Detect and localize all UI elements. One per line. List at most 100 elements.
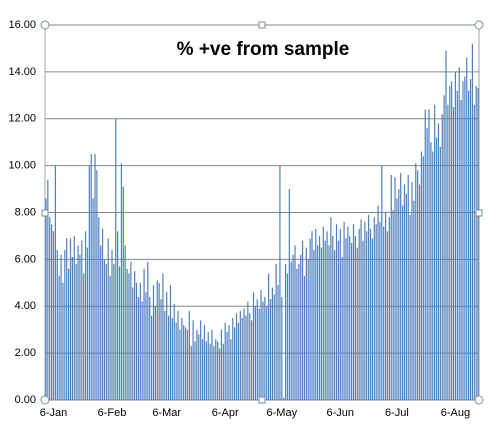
bar [175,322,177,400]
bar [160,299,162,400]
bar [301,240,304,400]
bar [388,217,390,400]
bar [67,268,70,400]
handle[interactable] [258,21,266,29]
bar [347,226,349,400]
handle[interactable] [474,395,484,405]
y-tick-label: 8.00 [15,206,36,218]
bar [135,282,138,400]
bar [166,292,168,400]
bar [264,296,266,400]
y-tick-label: 2.00 [15,347,36,359]
selection-handles [40,20,484,405]
bar [211,329,213,400]
bar [317,245,319,400]
bar [196,329,198,400]
bar [118,266,121,400]
bar [477,88,479,400]
bar [451,81,453,400]
bar [294,245,296,400]
bar [392,210,394,400]
bar [105,264,107,400]
bar [66,238,68,400]
bar [332,235,334,400]
bar [358,228,360,400]
bar [369,228,372,400]
bar [373,217,375,400]
bar [64,250,66,400]
bar [47,179,49,400]
bar [260,289,262,400]
bar [292,254,294,400]
bar [318,235,321,400]
bar [141,301,143,400]
bar [426,128,428,400]
bar [422,156,424,400]
bar [409,214,411,400]
bar [243,308,245,400]
bar [330,217,332,400]
bar [69,238,72,400]
bar [341,257,343,400]
bar [454,71,457,400]
bar [413,200,415,400]
handle[interactable] [40,395,50,405]
bar [152,285,155,400]
bar [251,320,253,400]
bar [94,153,96,400]
bar [143,268,145,400]
bar [371,238,373,400]
bar [475,85,477,400]
bar [79,254,81,400]
bar [239,310,241,400]
bar [201,339,204,400]
bar [464,76,466,400]
bar [349,235,351,400]
bar [245,315,247,400]
bar [345,238,347,400]
bar [164,310,166,400]
bar [130,261,132,400]
bar [128,273,130,400]
bar [290,261,292,400]
bar [90,153,92,400]
bar [75,264,77,400]
handle[interactable] [474,20,484,30]
handle[interactable] [41,209,49,217]
bar [149,296,151,400]
bar [73,235,75,400]
bar [328,245,330,400]
bar [362,240,364,400]
bar [352,224,355,400]
handle[interactable] [40,20,50,30]
x-tick-label: 6-Jan [40,407,68,419]
bar [401,205,404,400]
bar [432,151,434,400]
bar [305,247,307,400]
bar [232,317,234,400]
bar [207,332,209,400]
bar [49,217,51,400]
bar [96,170,98,400]
handle[interactable] [258,396,266,404]
bar [360,219,362,400]
bar [83,273,85,400]
x-tick-label: 6-Jul [385,407,409,419]
bar [249,313,251,400]
bar [156,280,158,400]
bar [101,228,104,400]
bar [415,163,417,400]
bar [468,90,470,400]
bar [449,85,451,400]
bar [220,329,223,400]
bar [183,325,185,400]
bar [288,189,290,400]
x-tick-label: 6-Jun [327,407,355,419]
bar [351,242,353,400]
bar [234,327,236,400]
bar [456,90,458,400]
handle[interactable] [475,209,483,217]
y-tick-label: 12.00 [8,113,36,125]
bar [271,287,273,400]
